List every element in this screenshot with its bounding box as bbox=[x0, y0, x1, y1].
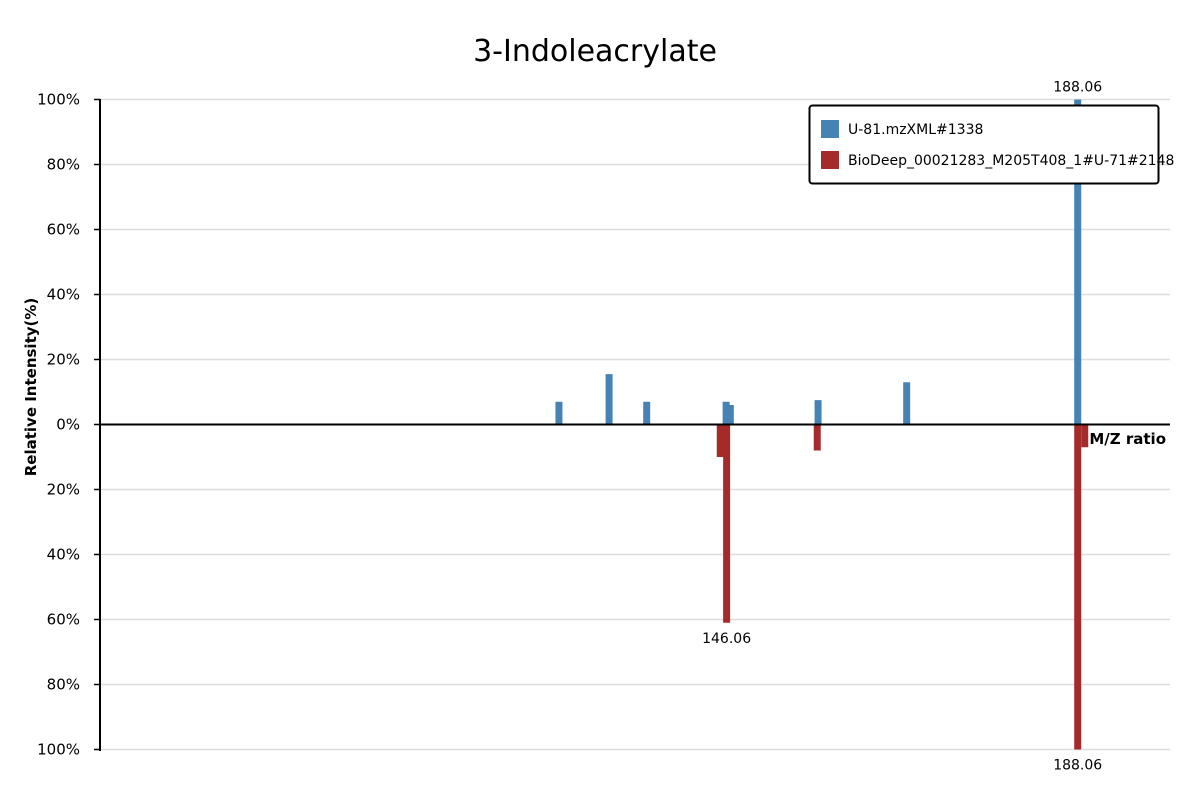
sample-peak-bar bbox=[722, 401, 730, 425]
y-axis-label: Relative Intensity(%) bbox=[22, 298, 40, 477]
reference-peak-bar bbox=[723, 424, 731, 623]
spectrum-bars bbox=[555, 99, 1089, 750]
sample-peak-bar bbox=[643, 401, 651, 425]
sample-peak-bar bbox=[903, 382, 911, 425]
sample-peak-bar bbox=[555, 401, 563, 425]
legend-label-series-2: BioDeep_00021283_M205T408_1#U-71#2148 bbox=[848, 153, 1174, 169]
reference-peak-bar bbox=[716, 424, 724, 457]
legend-swatch-series-2 bbox=[821, 151, 839, 169]
chart-title: 3-Indoleacrylate bbox=[473, 34, 717, 69]
peak-labels: 188.06 146.06 188.06 bbox=[702, 80, 1102, 774]
legend: U-81.mzXML#1338 BioDeep_00021283_M205T40… bbox=[808, 104, 1174, 185]
y-tick-label: 40% bbox=[47, 546, 80, 564]
legend-label-series-1: U-81.mzXML#1338 bbox=[848, 122, 983, 138]
reference-peak-bar bbox=[1074, 424, 1082, 750]
sample-peak-bar bbox=[1074, 99, 1082, 425]
legend-swatch-series-1 bbox=[821, 120, 839, 138]
y-tick-label: 100% bbox=[37, 91, 80, 109]
reference-peak-bar bbox=[1081, 424, 1089, 448]
peak-label: 146.06 bbox=[702, 631, 751, 647]
legend-box bbox=[808, 104, 1160, 185]
y-tick-labels: 100% 80% 60% 40% 20% 0% 20% 40% 60% 80% 100% bbox=[37, 91, 80, 759]
reference-peak-bar bbox=[813, 424, 821, 451]
y-tick-label: 40% bbox=[47, 286, 80, 304]
peak-label: 188.06 bbox=[1053, 80, 1102, 96]
sample-peak-bar bbox=[814, 400, 822, 425]
y-tick-label: 100% bbox=[37, 741, 80, 759]
y-tick-label: 0% bbox=[56, 416, 80, 434]
y-tick-label: 20% bbox=[47, 481, 80, 499]
x-axis-label: M/Z ratio bbox=[1089, 430, 1166, 448]
peak-label: 188.06 bbox=[1053, 758, 1102, 774]
y-tick-label: 80% bbox=[47, 676, 80, 694]
sample-peak-bar bbox=[605, 374, 613, 425]
y-tick-label: 60% bbox=[47, 611, 80, 629]
sample-peak-bar bbox=[726, 405, 734, 425]
y-tick-label: 20% bbox=[47, 351, 80, 369]
y-tick-label: 60% bbox=[47, 221, 80, 239]
y-tick-label: 80% bbox=[47, 156, 80, 174]
